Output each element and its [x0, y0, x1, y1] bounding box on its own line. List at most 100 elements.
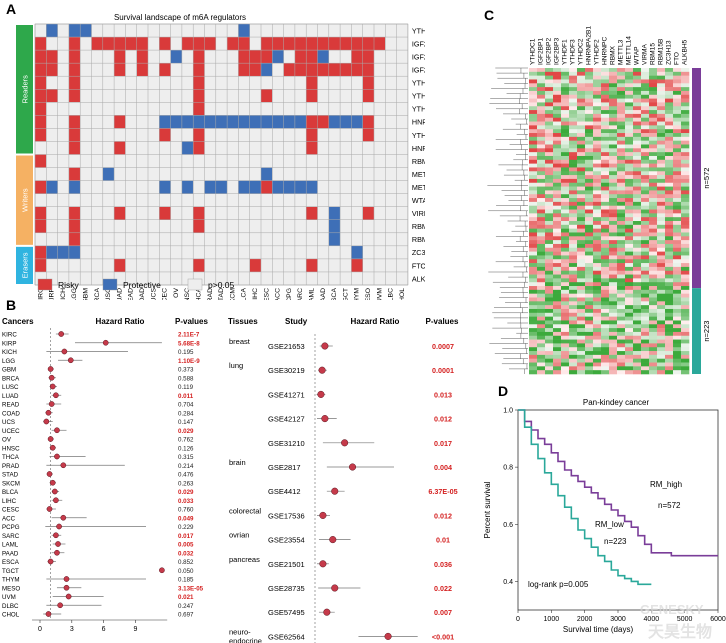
- heatmap-cell: [665, 358, 674, 363]
- heatmap-cell: [545, 312, 554, 317]
- heatmap-cell: [261, 50, 273, 64]
- heatmap-cell: [617, 113, 626, 119]
- heatmap-cell: [545, 79, 554, 84]
- heatmap-cell: [553, 213, 562, 218]
- heatmap-cell: [537, 301, 546, 306]
- heatmap-cell: [609, 266, 618, 272]
- heatmap-cell: [601, 121, 610, 126]
- heatmap-cell: [601, 83, 610, 88]
- hr-point: [317, 390, 325, 398]
- col-hr-header-right: Hazard Ratio: [351, 317, 400, 326]
- tissue-label: brain: [229, 458, 246, 467]
- heatmap-cell: [593, 320, 602, 325]
- heatmap-cell: [553, 366, 562, 371]
- heatmap-cell: [553, 68, 562, 73]
- heatmap-cell: [665, 347, 674, 352]
- heatmap-cell: [657, 171, 666, 176]
- group-label: Readers: [21, 75, 30, 104]
- group-bar-readers: [16, 25, 33, 154]
- heatmap-cell: [577, 83, 586, 88]
- heatmap-cell: [617, 343, 626, 348]
- heatmap-cell: [545, 328, 554, 333]
- heatmap-cell: [649, 274, 658, 279]
- heatmap-cell: [553, 358, 562, 363]
- heatmap-cell: [577, 171, 586, 176]
- heatmap-cell: [665, 259, 674, 264]
- heatmap-cell: [641, 68, 650, 73]
- heatmap-cell: [657, 152, 666, 157]
- heatmap-cell: [673, 171, 682, 176]
- heatmap-cell: [681, 113, 690, 119]
- heatmap-cell: [577, 247, 586, 252]
- heatmap-cell: [537, 83, 546, 88]
- heatmap-cell: [545, 251, 554, 256]
- heatmap-cell: [617, 228, 626, 233]
- heatmap-cell: [577, 198, 586, 203]
- heatmap-cell: [529, 366, 538, 371]
- p-value: 0.022: [434, 584, 452, 593]
- heatmap-cell: [593, 121, 602, 126]
- heatmap-cell: [609, 98, 618, 103]
- cancer-label: HNSC: [184, 288, 191, 300]
- heatmap-cell: [657, 68, 666, 73]
- heatmap-cell: [561, 224, 570, 229]
- heatmap-cell: [593, 182, 602, 187]
- heatmap-cell: [617, 182, 626, 187]
- heatmap-cell: [673, 305, 682, 310]
- heatmap-cell: [577, 320, 586, 325]
- heatmap-cell: [601, 190, 610, 195]
- heatmap-cell: [577, 243, 586, 249]
- heatmap-cell: [577, 370, 586, 375]
- heatmap-cell: [657, 305, 666, 310]
- heatmap-cell: [665, 87, 674, 92]
- hr-point: [54, 549, 60, 556]
- heatmap-cell: [529, 205, 538, 210]
- heatmap-cell: [617, 125, 626, 130]
- heatmap-cell: [649, 312, 658, 317]
- heatmap-cell: [537, 305, 546, 310]
- heatmap-cell: [609, 102, 618, 107]
- heatmap-cell: [593, 159, 602, 164]
- heatmap-cell: [545, 167, 554, 172]
- heatmap-cell: [681, 217, 690, 222]
- heatmap-cell: [577, 255, 586, 260]
- heatmap-cell: [665, 228, 674, 233]
- heatmap-cell: [641, 136, 650, 141]
- heatmap-cell: [569, 335, 578, 340]
- heatmap-cell: [35, 63, 47, 77]
- heatmap-cell: [625, 102, 634, 107]
- cancer-label: DLBC: [388, 288, 395, 300]
- heatmap-cell: [657, 144, 666, 149]
- heatmap-cell: [545, 152, 554, 157]
- heatmap-cell: [601, 133, 610, 138]
- heatmap-cell: [601, 335, 610, 340]
- p-value: 0.315: [178, 454, 194, 461]
- p-value: 0.284: [178, 410, 194, 417]
- cancer-label: TGCT: [342, 288, 349, 300]
- heatmap-cell: [529, 87, 538, 92]
- heatmap-cell: [545, 71, 554, 76]
- heatmap-cell: [585, 297, 594, 302]
- legend-swatch: [102, 278, 118, 291]
- heatmap-cell: [641, 217, 650, 222]
- heatmap-cell: [609, 316, 618, 321]
- heatmap-cell: [553, 308, 562, 314]
- heatmap-cell: [625, 186, 634, 191]
- heatmap-cell: [529, 347, 538, 352]
- heatmap-cell: [641, 90, 650, 96]
- heatmap-cell: [68, 219, 81, 233]
- heatmap-cell: [649, 289, 658, 294]
- heatmap-cell: [529, 328, 538, 333]
- heatmap-cell: [617, 320, 626, 325]
- heatmap-cell: [649, 148, 658, 153]
- heatmap-cell: [328, 37, 341, 51]
- heatmap-cell: [553, 286, 562, 291]
- heatmap-cell: [681, 71, 690, 76]
- heatmap-cell: [657, 343, 666, 348]
- heatmap-cell: [569, 121, 578, 126]
- hr-point: [54, 453, 60, 460]
- heatmap-cell: [593, 328, 602, 333]
- hr-point: [45, 409, 52, 416]
- hr-point: [57, 602, 63, 609]
- heatmap-cell: [577, 79, 586, 84]
